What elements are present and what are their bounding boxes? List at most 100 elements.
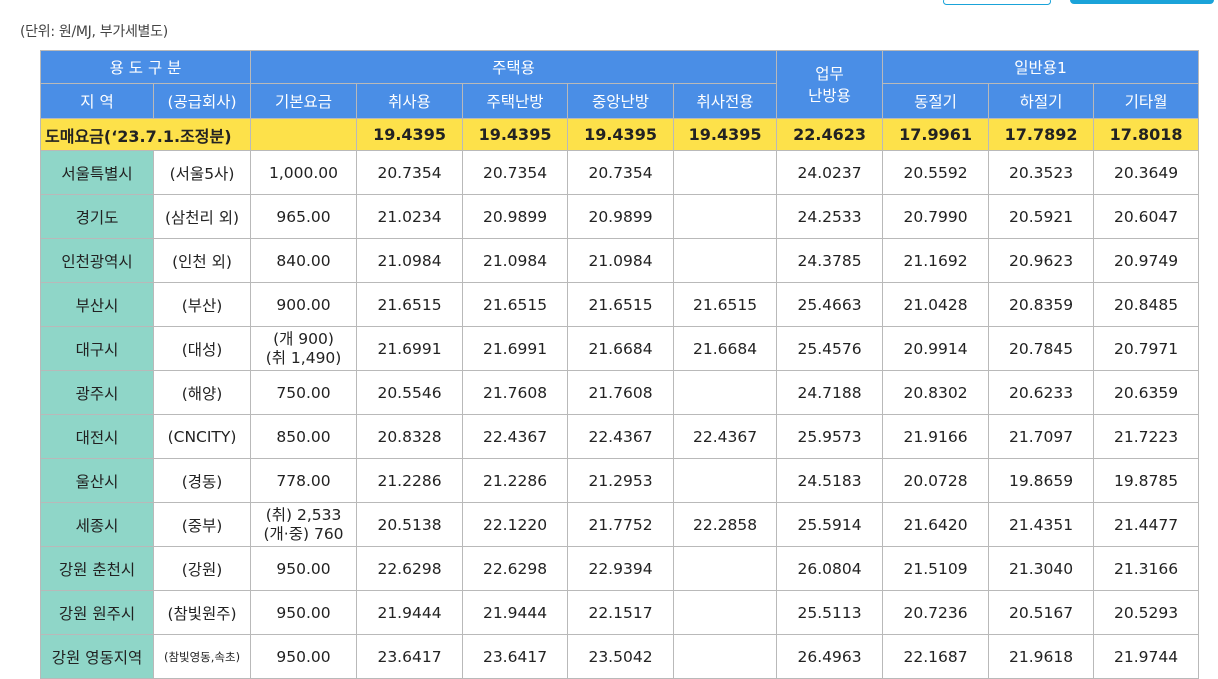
cell-central-heating: 21.6684 xyxy=(567,326,675,371)
table-row: 강원 원주시 (참빛원주) 950.00 21.9444 21.9444 22.… xyxy=(40,590,1200,635)
table-row: 광주시 (해양) 750.00 20.5546 21.7608 21.7608 … xyxy=(40,370,1200,415)
region-header: 지 역 xyxy=(40,83,154,119)
cell-business-heating: 24.0237 xyxy=(776,150,884,195)
cell-summer: 20.9623 xyxy=(988,238,1095,283)
cell-base-fee: 1,000.00 xyxy=(250,150,358,195)
cell-other-season: 20.8485 xyxy=(1093,282,1200,327)
cell-cooking-only: 22.4367 xyxy=(673,414,778,459)
cell-base-fee: 850.00 xyxy=(250,414,358,459)
cell-cooking-only: 21.6515 xyxy=(673,282,778,327)
cell-home-heating: 21.0984 xyxy=(462,238,569,283)
cell-home-heating: 21.6515 xyxy=(462,282,569,327)
cell-summer: 21.3040 xyxy=(988,546,1095,591)
winter-header: 동절기 xyxy=(882,83,990,119)
cell-summer: 20.7845 xyxy=(988,326,1095,371)
business-heating-header: 업무 난방용 xyxy=(776,50,884,119)
cell-home-heating: 21.9444 xyxy=(462,590,569,635)
supplier-cell: (경동) xyxy=(152,458,252,503)
cell-summer: 21.7097 xyxy=(988,414,1095,459)
table-row: 울산시 (경동) 778.00 21.2286 21.2286 21.2953 … xyxy=(40,458,1200,503)
cell-business-heating: 25.4576 xyxy=(776,326,884,371)
cell-cooking-only xyxy=(673,458,778,503)
table-row: 경기도 (삼천리 외) 965.00 21.0234 20.9899 20.98… xyxy=(40,194,1200,239)
base-fee-line2: (취 1,490) xyxy=(265,348,342,367)
cell-other-season: 20.7971 xyxy=(1093,326,1200,371)
region-cell: 강원 춘천시 xyxy=(40,546,154,591)
cell-central-heating: 21.7608 xyxy=(567,370,675,415)
cell-home-heating: 21.6991 xyxy=(462,326,569,371)
cell-central-heating: 19.4395 xyxy=(567,118,675,151)
cell-base-fee: (개 900) (취 1,490) xyxy=(250,326,358,371)
cell-cooking: 20.7354 xyxy=(356,150,464,195)
cell-cooking-only xyxy=(673,546,778,591)
cell-central-heating: 21.6515 xyxy=(567,282,675,327)
cell-summer: 17.7892 xyxy=(988,118,1095,151)
cell-home-heating: 22.1220 xyxy=(462,502,569,547)
top-filled-button[interactable] xyxy=(1070,0,1214,4)
cell-cooking-only xyxy=(673,590,778,635)
supplier-cell: (해양) xyxy=(152,370,252,415)
cell-cooking-only: 22.2858 xyxy=(673,502,778,547)
cell-cooking: 20.5546 xyxy=(356,370,464,415)
cell-cooking: 21.0234 xyxy=(356,194,464,239)
cell-winter: 21.5109 xyxy=(882,546,990,591)
cell-central-heating: 22.9394 xyxy=(567,546,675,591)
cell-cooking: 20.5138 xyxy=(356,502,464,547)
cell-central-heating: 21.0984 xyxy=(567,238,675,283)
region-cell: 광주시 xyxy=(40,370,154,415)
unit-note: (단위: 원/MJ, 부가세별도) xyxy=(20,24,168,40)
base-fee-line2: (개·중) 760 xyxy=(263,524,344,543)
cell-base-fee: 900.00 xyxy=(250,282,358,327)
table-row: 대전시 (CNCITY) 850.00 20.8328 22.4367 22.4… xyxy=(40,414,1200,459)
cell-cooking-only xyxy=(673,370,778,415)
table-row: 대구시 (대성) (개 900) (취 1,490) 21.6991 21.69… xyxy=(40,326,1200,371)
cooking-header: 취사용 xyxy=(356,83,464,119)
cell-home-heating: 22.6298 xyxy=(462,546,569,591)
top-outline-button[interactable] xyxy=(943,0,1051,5)
cell-cooking: 21.9444 xyxy=(356,590,464,635)
region-cell: 경기도 xyxy=(40,194,154,239)
cell-cooking-only: 19.4395 xyxy=(673,118,778,151)
cell-winter: 17.9961 xyxy=(882,118,990,151)
cell-other-season: 17.8018 xyxy=(1093,118,1200,151)
residential-header: 주택용 xyxy=(250,50,778,84)
cell-other-season: 21.4477 xyxy=(1093,502,1200,547)
base-fee-line1: (개 900) xyxy=(273,329,334,348)
cell-base-fee: 840.00 xyxy=(250,238,358,283)
usage-category-header: 용 도 구 분 xyxy=(39,50,252,84)
cell-cooking: 23.6417 xyxy=(356,634,464,679)
supplier-cell: (참빛원주) xyxy=(152,590,252,635)
cell-home-heating: 21.7608 xyxy=(462,370,569,415)
cell-central-heating: 21.7752 xyxy=(567,502,675,547)
cell-summer: 19.8659 xyxy=(988,458,1095,503)
region-cell: 강원 영동지역 xyxy=(40,634,154,679)
cell-cooking-only xyxy=(673,150,778,195)
cell-home-heating: 21.2286 xyxy=(462,458,569,503)
cell-summer: 20.8359 xyxy=(988,282,1095,327)
cell-base-fee: 950.00 xyxy=(250,546,358,591)
cell-summer: 20.5167 xyxy=(988,590,1095,635)
cell-winter: 20.5592 xyxy=(882,150,990,195)
cell-cooking-only xyxy=(673,634,778,679)
cell-central-heating: 20.7354 xyxy=(567,150,675,195)
cell-cooking: 21.6515 xyxy=(356,282,464,327)
cell-base-fee: 950.00 xyxy=(250,634,358,679)
region-cell: 인천광역시 xyxy=(40,238,154,283)
cell-cooking: 22.6298 xyxy=(356,546,464,591)
table-row: 인천광역시 (인천 외) 840.00 21.0984 21.0984 21.0… xyxy=(40,238,1200,283)
supplier-cell: (삼천리 외) xyxy=(152,194,252,239)
cell-business-heating: 24.7188 xyxy=(776,370,884,415)
cell-business-heating: 24.5183 xyxy=(776,458,884,503)
cell-business-heating: 26.0804 xyxy=(776,546,884,591)
region-cell: 강원 원주시 xyxy=(40,590,154,635)
cell-other-season: 20.5293 xyxy=(1093,590,1200,635)
cell-summer: 21.9618 xyxy=(988,634,1095,679)
cell-business-heating: 25.9573 xyxy=(776,414,884,459)
cell-other-season: 21.3166 xyxy=(1093,546,1200,591)
cell-summer: 20.6233 xyxy=(988,370,1095,415)
cell-summer: 21.4351 xyxy=(988,502,1095,547)
table-row: 서울특별시 (서울5사) 1,000.00 20.7354 20.7354 20… xyxy=(40,150,1200,195)
table-row: 강원 춘천시 (강원) 950.00 22.6298 22.6298 22.93… xyxy=(40,546,1200,591)
cell-cooking: 20.8328 xyxy=(356,414,464,459)
cell-summer: 20.3523 xyxy=(988,150,1095,195)
